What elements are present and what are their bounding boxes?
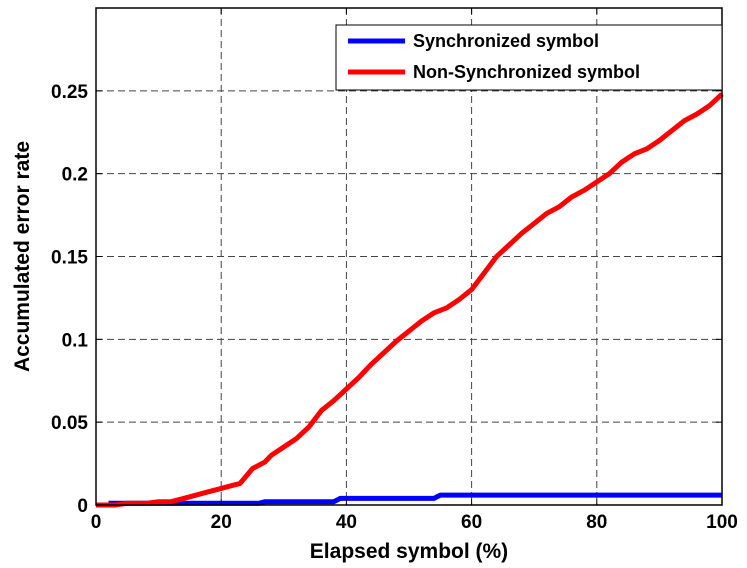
x-tick-label: 0 <box>91 512 102 533</box>
series-line-non-synchronized <box>96 92 724 508</box>
legend-label-non-synchronized: Non-Synchronized symbol <box>413 62 640 82</box>
legend-box <box>335 24 723 91</box>
y-tick-label: 0.25 <box>51 82 88 103</box>
series-line-synchronized <box>108 492 722 506</box>
grid <box>96 8 722 505</box>
x-tick-label: 60 <box>461 512 482 533</box>
y-tick-label: 0 <box>77 496 88 517</box>
y-tick-label: 0.2 <box>62 165 88 186</box>
legend-label-synchronized: Synchronized symbol <box>413 31 599 51</box>
y-tick-label: 0.15 <box>51 248 88 269</box>
legend: Synchronized symbol Non-Synchronized sym… <box>335 24 723 91</box>
x-axis-label: Elapsed symbol (%) <box>310 540 508 563</box>
ticks: 0 20 40 60 80 100 0 0.05 0.1 0.15 0.2 0.25 <box>51 8 738 533</box>
x-tick-label: 80 <box>586 512 607 533</box>
x-tick-label: 40 <box>336 512 357 533</box>
series-layer <box>96 92 724 508</box>
x-tick-label: 20 <box>211 512 232 533</box>
x-tick-label: 100 <box>706 512 738 533</box>
y-tick-label: 0.1 <box>62 330 89 351</box>
y-axis-label: Accumulated error rate <box>11 141 34 372</box>
y-tick-label: 0.05 <box>51 413 88 434</box>
